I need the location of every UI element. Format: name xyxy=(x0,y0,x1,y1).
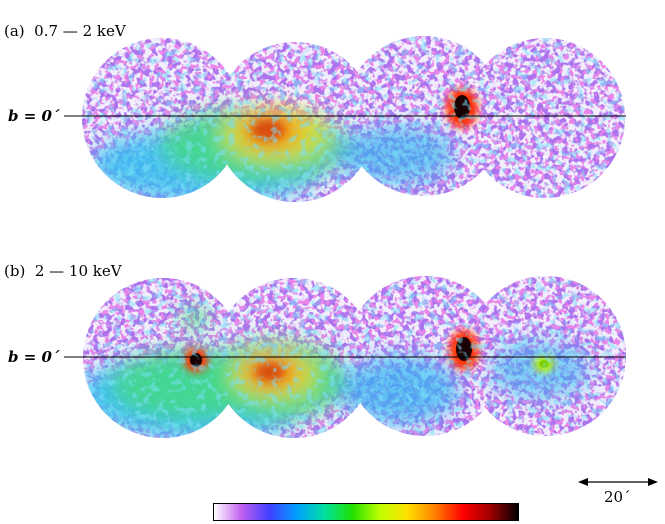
scale-bar-label: 20´ xyxy=(604,488,631,506)
panel-b-latitude-label: b = 0´ xyxy=(8,348,60,366)
panel-a-label: (a) 0.7 — 2 keV xyxy=(4,22,126,40)
panel-a-image xyxy=(82,36,625,202)
panel-b-label: (b) 2 — 10 keV xyxy=(4,262,122,280)
panel-a-latitude-label: b = 0´ xyxy=(8,107,60,125)
panel-b-image xyxy=(83,276,626,438)
intensity-colorbar xyxy=(213,503,519,521)
scale-bar xyxy=(578,478,658,486)
